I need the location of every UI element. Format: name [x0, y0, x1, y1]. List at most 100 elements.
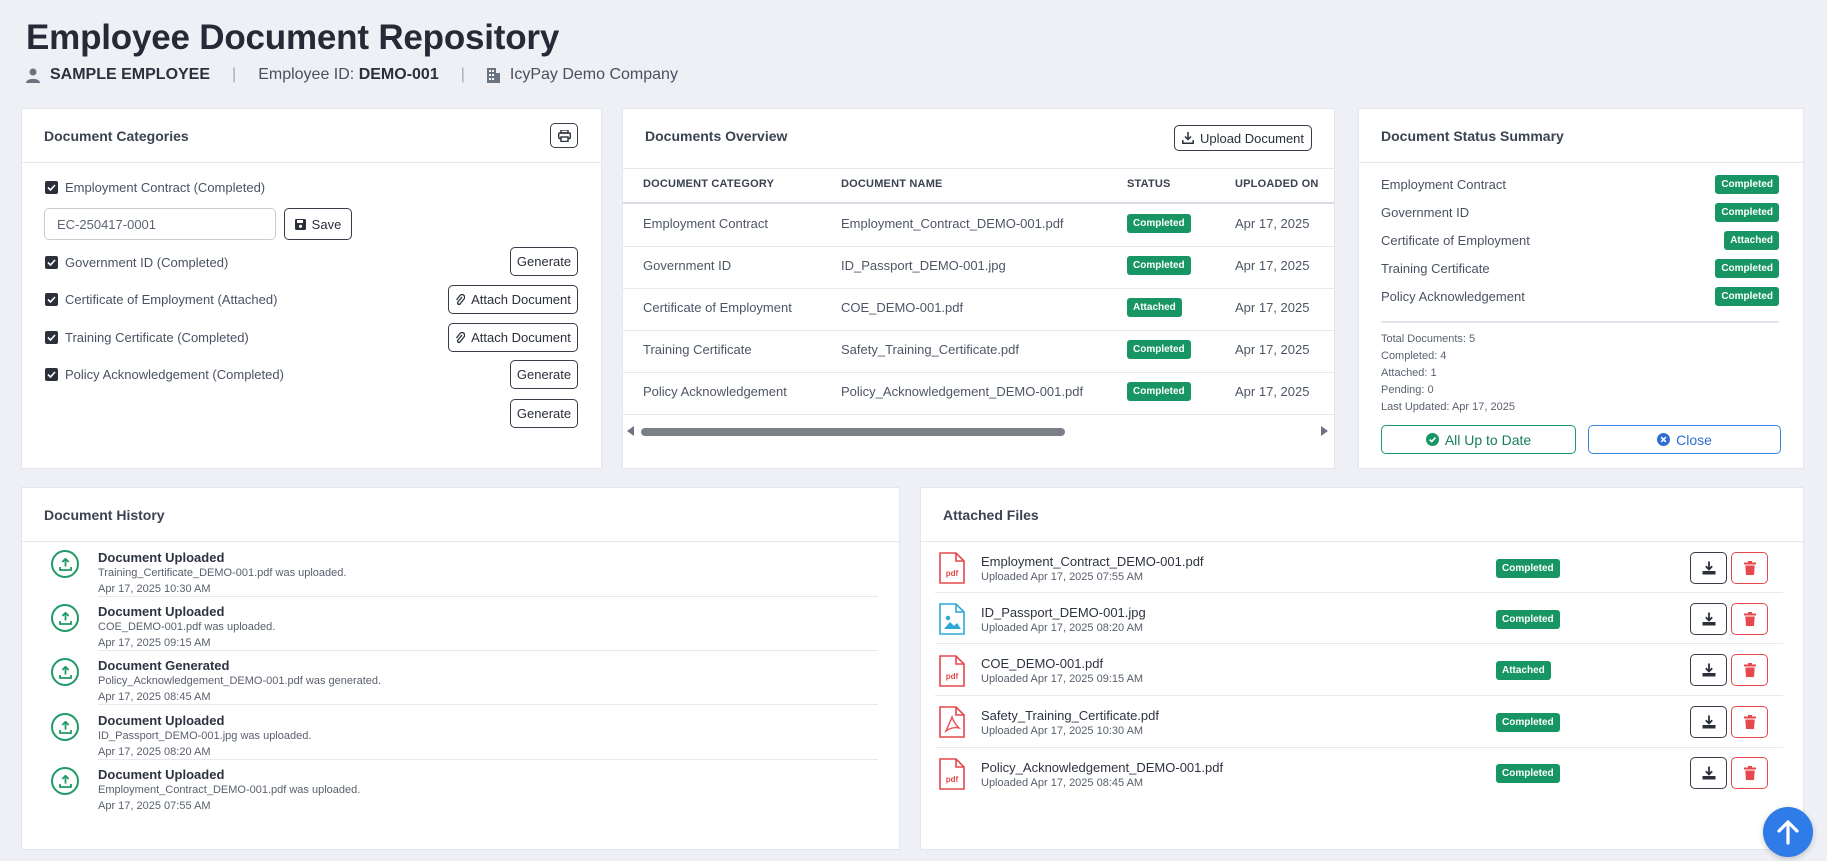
pdf-file-icon [939, 706, 965, 738]
pdf-file-icon: pdf [939, 552, 965, 584]
card-title: Document History [44, 507, 165, 523]
cell-category: Government ID [643, 258, 732, 273]
cell-document-name[interactable]: Policy_Acknowledgement_DEMO-001.pdf [841, 384, 1084, 399]
documents-overview-card: Documents Overview Upload Document DOCUM… [622, 108, 1335, 469]
column-header[interactable]: DOCUMENT NAME [841, 178, 943, 190]
cell-category: Policy Acknowledgement [643, 384, 787, 399]
status-badge-text: Completed [1127, 340, 1191, 359]
history-time: Apr 17, 2025 10:30 AM [98, 583, 211, 595]
status-badge-text: Completed [1715, 175, 1779, 194]
pdf-file-icon: pdf [939, 655, 965, 687]
check-icon [47, 371, 56, 378]
horizontal-scrollbar-thumb[interactable] [641, 428, 1065, 436]
attached-files-card: Attached Files pdf Employment_Contract_D… [920, 487, 1804, 850]
image-file-icon [939, 603, 965, 635]
row-divider [935, 643, 1783, 644]
employee-meta: SAMPLE EMPLOYEE | Employee ID: DEMO-001 … [26, 66, 678, 84]
column-header[interactable]: UPLOADED ON [1235, 178, 1319, 190]
history-description: COE_DEMO-001.pdf was uploaded. [98, 621, 276, 633]
download-button[interactable] [1690, 603, 1727, 635]
check-circle-icon [1425, 433, 1439, 446]
status-badge: Completed [1715, 286, 1779, 306]
cell-document-name[interactable]: COE_DEMO-001.pdf [841, 300, 964, 315]
divider [1359, 162, 1803, 163]
svg-text:pdf: pdf [946, 569, 959, 578]
file-uploaded: Uploaded Apr 17, 2025 09:15 AM [981, 673, 1144, 685]
row-divider [623, 246, 1334, 247]
scroll-to-top-button[interactable] [1763, 807, 1813, 857]
status-badge: Completed [1496, 712, 1560, 732]
file-name[interactable]: Employment_Contract_DEMO-001.pdf [981, 554, 1204, 569]
upload-icon [51, 658, 79, 686]
close-button[interactable]: Close [1588, 425, 1781, 454]
delete-button[interactable] [1731, 603, 1768, 635]
print-button[interactable] [550, 123, 578, 148]
check-icon [47, 259, 56, 266]
divider [22, 162, 601, 163]
document-history-card: Document History Document Uploaded Train… [21, 487, 900, 850]
upload-icon [51, 604, 79, 632]
generate-button[interactable]: Generate [510, 360, 578, 389]
stat-attached: Attached: 1 [1381, 367, 1437, 379]
history-title: Document Uploaded [98, 767, 225, 782]
category-checkbox[interactable] [45, 331, 58, 344]
download-button[interactable] [1690, 552, 1727, 584]
delete-button[interactable] [1731, 654, 1768, 686]
category-label: Policy Acknowledgement (Completed) [65, 367, 284, 382]
delete-button[interactable] [1731, 757, 1768, 789]
cell-document-name[interactable]: Employment_Contract_DEMO-001.pdf [841, 216, 1064, 231]
download-icon [1702, 715, 1715, 729]
generate-button[interactable]: Generate [510, 247, 578, 276]
delete-button[interactable] [1731, 552, 1768, 584]
attach-document-button[interactable]: Attach Document [448, 285, 578, 314]
contract-number-input[interactable]: EC-250417-0001 [44, 208, 276, 240]
column-header[interactable]: DOCUMENT CATEGORY [643, 178, 775, 190]
file-uploaded: Uploaded Apr 17, 2025 10:30 AM [981, 725, 1144, 737]
employee-name: SAMPLE EMPLOYEE [50, 66, 211, 83]
all-up-to-date-button[interactable]: All Up to Date [1381, 425, 1576, 454]
history-title: Document Uploaded [98, 604, 225, 619]
category-checkbox[interactable] [45, 181, 58, 194]
page-header: Employee Document Repository SAMPLE EMPL… [26, 18, 678, 84]
download-icon [1702, 612, 1715, 626]
file-name[interactable]: COE_DEMO-001.pdf [981, 656, 1104, 671]
row-divider [623, 372, 1334, 373]
download-icon [1702, 766, 1715, 780]
status-badge: Completed [1127, 381, 1191, 401]
history-title: Document Uploaded [98, 550, 225, 565]
column-header[interactable]: STATUS [1127, 178, 1171, 190]
category-checkbox[interactable] [45, 368, 58, 381]
cell-category: Training Certificate [643, 342, 752, 357]
status-badge: Completed [1127, 213, 1191, 233]
status-badge-text: Completed [1715, 287, 1779, 306]
save-button[interactable]: Save [284, 208, 352, 240]
history-description: Training_Certificate_DEMO-001.pdf was up… [98, 567, 347, 579]
download-button[interactable] [1690, 757, 1727, 789]
summary-label: Training Certificate [1381, 261, 1490, 276]
separator: | [232, 66, 237, 83]
close-circle-icon [1657, 433, 1671, 446]
status-badge: Completed [1127, 255, 1191, 275]
history-description: Policy_Acknowledgement_DEMO-001.pdf was … [98, 675, 382, 687]
scroll-right-arrow[interactable] [1321, 426, 1328, 436]
history-description: ID_Passport_DEMO-001.jpg was uploaded. [98, 730, 312, 742]
document-categories-card: Document Categories Employment Contract … [21, 108, 602, 469]
upload-document-button[interactable]: Upload Document [1174, 125, 1312, 151]
cell-uploaded-on: Apr 17, 2025 [1235, 342, 1310, 357]
download-button[interactable] [1690, 706, 1727, 738]
status-badge-text: Attached [1496, 661, 1551, 680]
attach-document-button[interactable]: Attach Document [448, 323, 578, 352]
category-checkbox[interactable] [45, 293, 58, 306]
delete-button[interactable] [1731, 706, 1768, 738]
status-badge-text: Completed [1127, 382, 1191, 401]
file-name[interactable]: ID_Passport_DEMO-001.jpg [981, 605, 1146, 620]
scroll-left-arrow[interactable] [627, 426, 634, 436]
cell-document-name[interactable]: ID_Passport_DEMO-001.jpg [841, 258, 1006, 273]
cell-document-name[interactable]: Safety_Training_Certificate.pdf [841, 342, 1020, 357]
file-name[interactable]: Safety_Training_Certificate.pdf [981, 708, 1160, 723]
cell-uploaded-on: Apr 17, 2025 [1235, 300, 1310, 315]
generate-button[interactable]: Generate [510, 399, 578, 428]
file-name[interactable]: Policy_Acknowledgement_DEMO-001.pdf [981, 760, 1224, 775]
category-checkbox[interactable] [45, 256, 58, 269]
download-button[interactable] [1690, 654, 1727, 686]
